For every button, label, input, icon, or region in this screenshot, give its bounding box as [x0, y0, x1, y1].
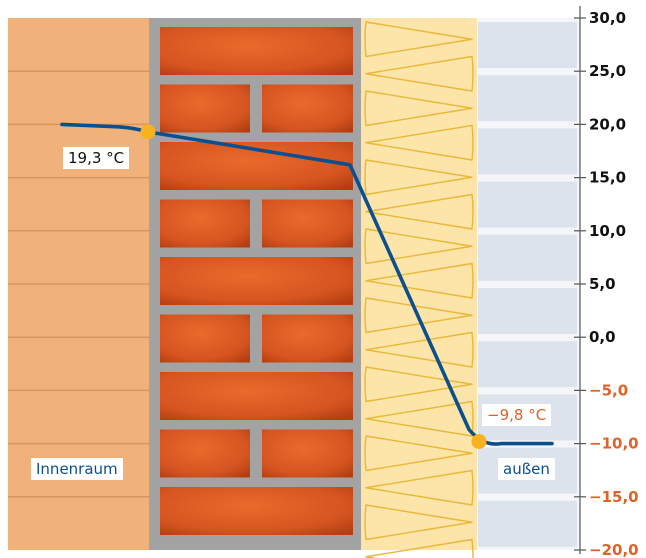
brick: [160, 199, 250, 248]
cladding-panel: [478, 500, 577, 547]
exterior-zone-label: außen: [498, 458, 555, 480]
brick: [160, 429, 250, 478]
cladding-panel: [478, 288, 577, 334]
axis-tick-label: −20,0: [589, 541, 639, 558]
outer-temperature-label: −9,8 °C: [482, 404, 552, 426]
axis-tick-label: −15,0: [589, 488, 639, 506]
axis-tick-label: 20,0: [589, 115, 626, 133]
inner-surface-marker: [140, 124, 156, 140]
brick: [160, 314, 250, 363]
cladding-panel: [478, 234, 577, 281]
axis-tick-label: −10,0: [589, 435, 639, 453]
cladding-panel: [478, 341, 577, 388]
brick-masonry-layer: [149, 18, 361, 550]
brick: [160, 487, 353, 535]
outer-surface-marker: [471, 433, 487, 449]
temperature-line: [60, 122, 554, 446]
axis-tick-label: 5,0: [589, 275, 616, 293]
cladding-panel: [478, 128, 577, 175]
insulation-layer: [361, 18, 477, 558]
insulation-fill: [361, 18, 477, 550]
temperature-curve: [60, 122, 554, 449]
axis-tick-label: 10,0: [589, 222, 626, 240]
insulation-wave-pattern: [364, 21, 474, 558]
axis-tick-label: 15,0: [589, 169, 626, 187]
cladding-panel: [478, 181, 577, 228]
axis-tick-label: 25,0: [589, 62, 626, 80]
brick: [160, 372, 353, 420]
brick: [262, 199, 353, 248]
cladding-panel: [478, 22, 577, 68]
temperature-axis: 30,0 25,0 20,0 15,0 10,0 5,0 0,0 −5,0 −10,0 −15,0…: [574, 6, 639, 558]
inner-temperature-label: 19,3 °C: [63, 147, 130, 169]
axis-tick-label: −5,0: [589, 381, 628, 399]
brick: [262, 84, 353, 133]
axis-tick-label: 0,0: [589, 328, 616, 346]
cladding-panel: [478, 75, 577, 122]
axis-tick-label: 30,0: [589, 9, 626, 27]
brick: [262, 429, 353, 478]
brick: [160, 27, 353, 75]
brick: [160, 84, 250, 133]
interior-zone-label: Innenraum: [31, 458, 123, 480]
brick: [160, 257, 353, 305]
brick: [262, 314, 353, 363]
